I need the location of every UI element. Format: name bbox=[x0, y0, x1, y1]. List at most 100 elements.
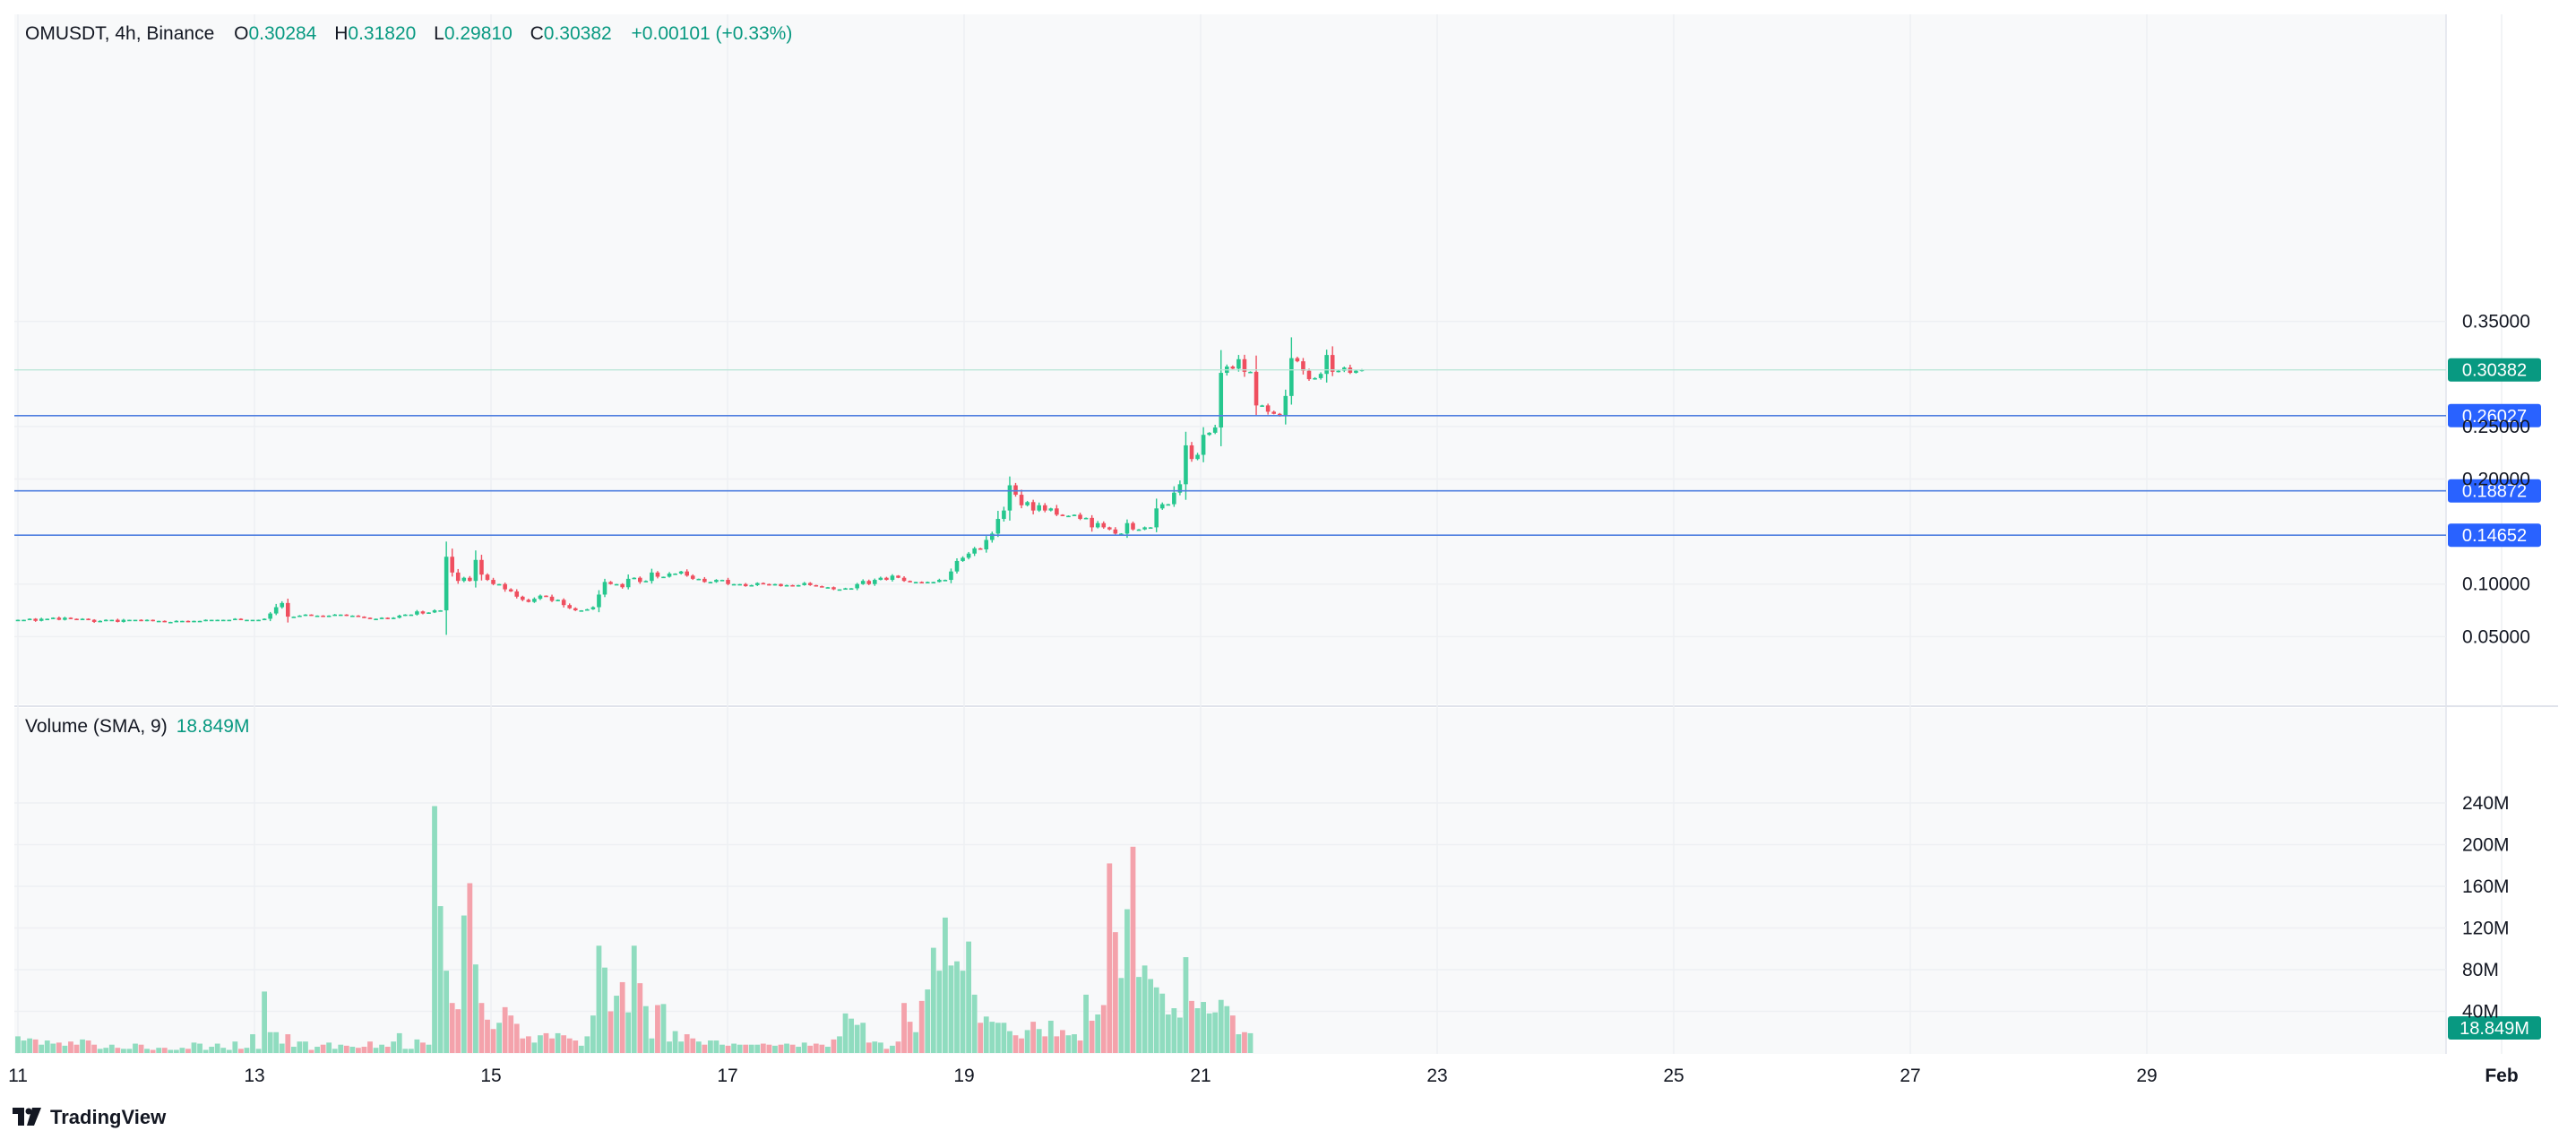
candle bbox=[1013, 482, 1018, 497]
candle-body bbox=[1330, 355, 1335, 372]
y-tick-label: 0.05000 bbox=[2462, 626, 2530, 647]
volume-bar bbox=[73, 1044, 80, 1053]
volume-bar bbox=[244, 1048, 250, 1053]
candle-body bbox=[39, 618, 44, 621]
volume-bar bbox=[1001, 1023, 1007, 1053]
volume-bar bbox=[854, 1024, 860, 1053]
candle-layer bbox=[15, 337, 1365, 635]
candle-body bbox=[843, 588, 848, 591]
volume-bar bbox=[238, 1049, 244, 1053]
candle bbox=[180, 620, 185, 623]
volume-bar bbox=[531, 1042, 538, 1053]
volume-bar bbox=[667, 1041, 672, 1053]
candle bbox=[374, 618, 378, 621]
volume-bar bbox=[402, 1049, 409, 1053]
candle-body bbox=[796, 584, 801, 587]
x-tick-label: 25 bbox=[1663, 1066, 1684, 1086]
candle bbox=[1219, 350, 1224, 446]
volume-pane[interactable] bbox=[14, 708, 2446, 1054]
symbol-name: OMUSDT, 4h, Binance bbox=[25, 23, 215, 44]
candle-body bbox=[203, 619, 208, 622]
candle-body bbox=[455, 572, 461, 582]
candle bbox=[1265, 403, 1271, 415]
candle bbox=[1201, 427, 1206, 462]
candle-body bbox=[1207, 432, 1211, 436]
volume-bar bbox=[326, 1042, 332, 1053]
price-pane[interactable] bbox=[14, 14, 2446, 704]
candle-body bbox=[696, 578, 702, 581]
candle-body bbox=[966, 553, 971, 558]
candle bbox=[409, 614, 414, 617]
candle-body bbox=[544, 595, 548, 598]
candle-body bbox=[1095, 522, 1100, 528]
candle-body bbox=[526, 600, 531, 602]
candle bbox=[209, 619, 214, 622]
candle-body bbox=[1148, 527, 1153, 530]
candle-body bbox=[220, 619, 226, 622]
volume-bar bbox=[1118, 978, 1124, 1053]
candle bbox=[286, 599, 290, 623]
volume-bar bbox=[813, 1043, 819, 1053]
x-tick-label: 19 bbox=[953, 1066, 974, 1086]
candle-body bbox=[1131, 522, 1135, 530]
candle-body bbox=[63, 617, 67, 620]
volume-bar bbox=[702, 1044, 708, 1053]
level-price-label-bg bbox=[2448, 403, 2541, 427]
candle bbox=[573, 607, 578, 611]
candle-body bbox=[655, 572, 660, 577]
high-label: H bbox=[334, 23, 349, 44]
candle bbox=[873, 578, 877, 586]
volume-bar bbox=[97, 1049, 103, 1053]
volume-bar bbox=[1165, 1014, 1171, 1053]
candle-body bbox=[807, 583, 813, 585]
candle bbox=[743, 583, 748, 587]
candle-body bbox=[127, 619, 132, 622]
candle bbox=[1025, 500, 1030, 507]
candle-body bbox=[508, 589, 513, 591]
volume-bar bbox=[209, 1047, 215, 1053]
candle-body bbox=[643, 581, 649, 583]
candle-body bbox=[1002, 510, 1006, 520]
candle bbox=[22, 619, 26, 622]
candle bbox=[937, 578, 942, 583]
candle-body bbox=[1313, 377, 1317, 380]
volume-bar bbox=[1072, 1034, 1077, 1053]
candle bbox=[426, 612, 431, 615]
volume-bar bbox=[21, 1040, 27, 1053]
candle-body bbox=[1030, 502, 1036, 511]
candle bbox=[1042, 503, 1047, 513]
candle-body bbox=[1037, 505, 1041, 511]
volume-bar bbox=[126, 1049, 133, 1053]
candle bbox=[749, 584, 754, 587]
volume-bar bbox=[133, 1043, 138, 1053]
volume-bar bbox=[872, 1041, 878, 1053]
volume-bar bbox=[508, 1015, 514, 1053]
volume-bar bbox=[1036, 1029, 1042, 1053]
candle-body bbox=[461, 577, 467, 582]
candle-body bbox=[719, 580, 725, 582]
volume-bar bbox=[748, 1044, 754, 1053]
candle-body bbox=[978, 548, 983, 550]
brand[interactable]: TradingView bbox=[13, 1106, 166, 1129]
candle-body bbox=[990, 533, 995, 540]
candle-body bbox=[949, 571, 953, 581]
volume-bar bbox=[1183, 957, 1189, 1053]
candle bbox=[291, 616, 297, 618]
candle-body bbox=[280, 602, 285, 608]
candle-body bbox=[873, 580, 877, 584]
candle-body bbox=[403, 614, 408, 617]
candle bbox=[737, 583, 742, 586]
candle-body bbox=[1113, 529, 1118, 534]
volume-bar bbox=[396, 1032, 402, 1053]
candle bbox=[420, 610, 426, 615]
candle-body bbox=[415, 611, 419, 615]
candle bbox=[1154, 498, 1159, 532]
volume-bar bbox=[290, 1047, 297, 1053]
candle-body bbox=[245, 619, 249, 622]
candle-body bbox=[702, 578, 707, 583]
candle bbox=[491, 577, 495, 586]
volume-bar bbox=[437, 906, 444, 1053]
candle-body bbox=[896, 575, 900, 578]
